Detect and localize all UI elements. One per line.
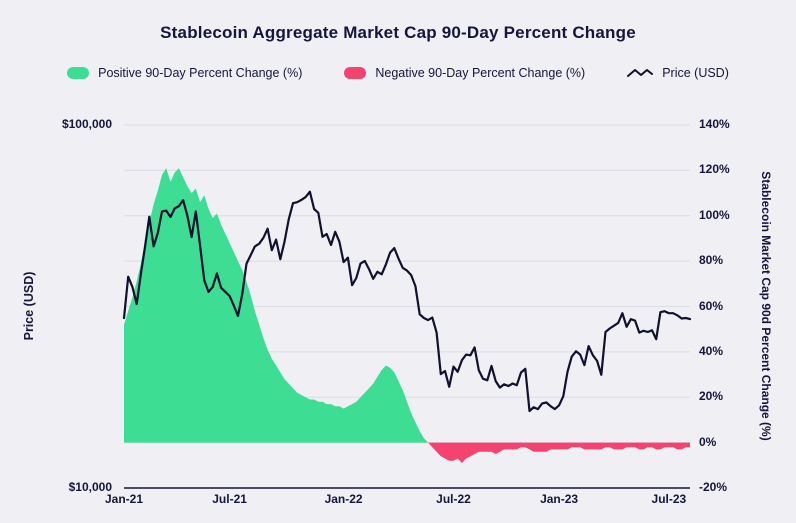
right-axis-tick: 40% bbox=[699, 343, 724, 358]
right-axis-tick: 100% bbox=[699, 207, 730, 222]
right-axis-tick: 80% bbox=[699, 253, 724, 268]
x-axis-tick: Jul-21 bbox=[212, 492, 247, 506]
positive-area-series bbox=[124, 168, 690, 443]
legend: Positive 90-Day Percent Change (%) Negat… bbox=[0, 66, 796, 80]
legend-item-price[interactable]: Price (USD) bbox=[627, 66, 729, 80]
negative-area-series bbox=[124, 442, 690, 463]
positive-swatch-icon bbox=[67, 67, 90, 79]
x-axis-tick: Jan-23 bbox=[540, 492, 579, 506]
legend-label-negative: Negative 90-Day Percent Change (%) bbox=[375, 66, 586, 80]
left-axis-title: Price (USD) bbox=[22, 271, 36, 341]
x-axis-tick: Jul-23 bbox=[651, 492, 687, 506]
right-axis-tick: 120% bbox=[699, 162, 730, 177]
right-axis-tick: 60% bbox=[699, 298, 724, 313]
legend-label-price: Price (USD) bbox=[662, 66, 729, 80]
price-line-icon bbox=[627, 67, 654, 79]
legend-item-negative[interactable]: Negative 90-Day Percent Change (%) bbox=[344, 66, 585, 80]
legend-item-positive[interactable]: Positive 90-Day Percent Change (%) bbox=[67, 66, 302, 80]
left-axis-tick-bottom: $10,000 bbox=[68, 480, 112, 494]
price-line-series bbox=[122, 190, 692, 413]
negative-swatch-icon bbox=[344, 67, 367, 79]
x-axis-tick: Jul-22 bbox=[436, 492, 471, 506]
left-axis-tick-top: $100,000 bbox=[61, 117, 112, 131]
right-axis-tick: -20% bbox=[699, 480, 728, 494]
x-axis-tick: Jan-22 bbox=[324, 492, 363, 506]
x-axis-tick: Jan-21 bbox=[104, 492, 144, 506]
chart-title: Stablecoin Aggregate Market Cap 90-Day P… bbox=[160, 23, 636, 42]
right-axis-title: Stablecoin Market Cap 90d Percent Change… bbox=[759, 171, 773, 441]
legend-label-positive: Positive 90-Day Percent Change (%) bbox=[98, 66, 303, 80]
right-axis-tick: 20% bbox=[699, 389, 724, 404]
plot-area bbox=[122, 124, 692, 489]
chart-svg bbox=[122, 124, 692, 489]
right-axis-tick: 140% bbox=[699, 117, 730, 131]
right-axis-tick: 0% bbox=[699, 434, 717, 449]
